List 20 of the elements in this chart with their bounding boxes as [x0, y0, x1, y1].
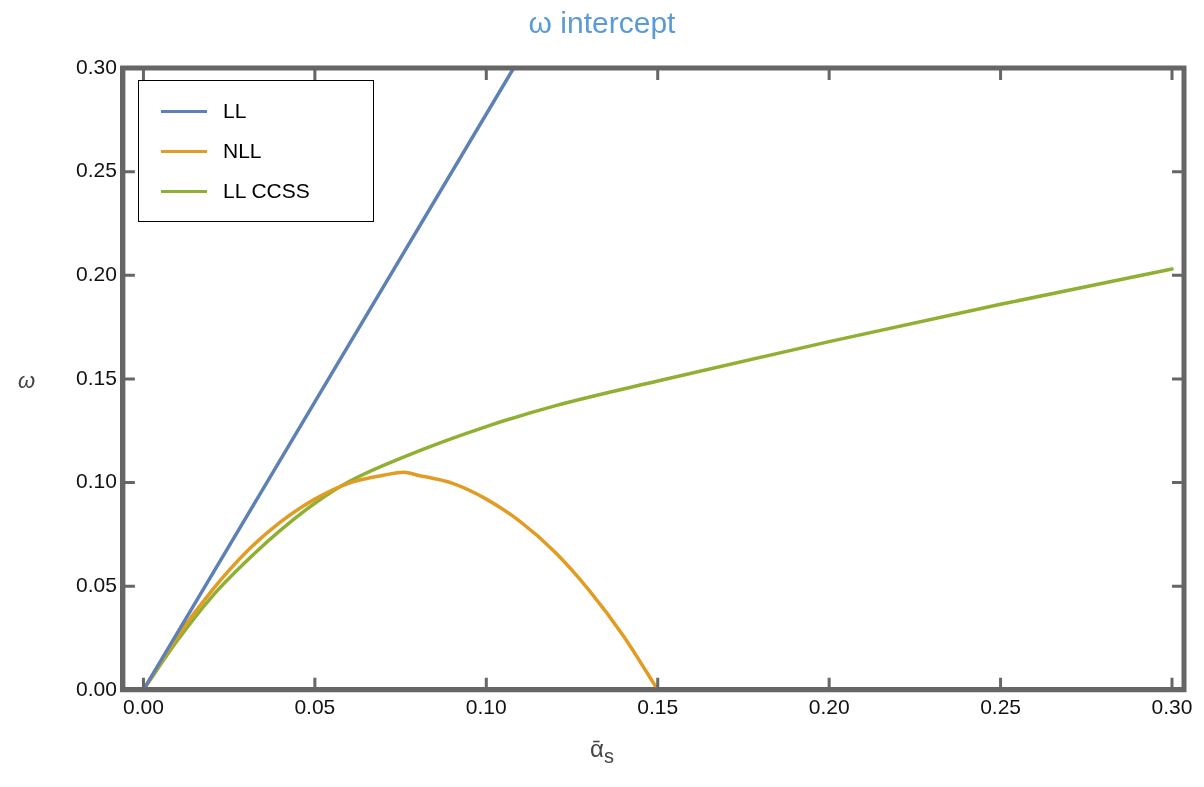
y-tick-label: 0.05 — [76, 572, 117, 596]
x-tick-label: 0.20 — [808, 695, 850, 719]
y-tick-label: 0.30 — [76, 54, 117, 78]
y-tick-label: 0.00 — [76, 676, 117, 700]
y-axis-title: ω — [18, 368, 36, 394]
x-tick-label: 0.00 — [123, 695, 164, 719]
y-tick-label: 0.20 — [76, 262, 117, 286]
x-tick-label: 0.05 — [294, 695, 336, 719]
x-tick-label: 0.30 — [1151, 695, 1193, 719]
x-axis-title: ᾱ$_{s}$ — [589, 735, 615, 768]
x-tick-label: 0.15 — [637, 695, 679, 719]
y-tick-label: 0.10 — [76, 469, 117, 493]
legend-label: LL CCSS — [223, 179, 310, 203]
y-tick-label: 0.25 — [76, 158, 117, 182]
x-tick-label: 0.25 — [980, 695, 1022, 719]
legend-label: LL — [223, 99, 247, 123]
legend-label: NLL — [223, 139, 262, 163]
x-tick-label: 0.10 — [465, 695, 507, 719]
chart-title: ω intercept — [527, 6, 677, 40]
y-tick-label: 0.15 — [76, 365, 117, 389]
